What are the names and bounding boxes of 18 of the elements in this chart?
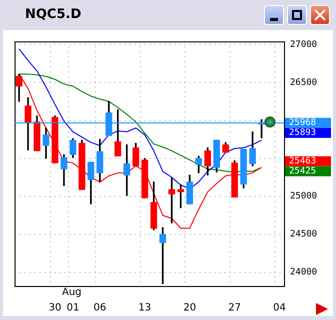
y-tick-label: 27000 <box>290 40 318 50</box>
ref-line-label: 25968 <box>289 118 316 128</box>
text: 25425 <box>289 166 316 177</box>
text: Aug <box>62 287 82 298</box>
y-tick-label: 26500 <box>290 78 318 88</box>
text: 25893 <box>289 128 316 138</box>
chart-title: NQC5.D <box>25 7 82 22</box>
x-tick-label: 20 <box>183 302 196 314</box>
y-tick-label: 24000 <box>290 268 318 278</box>
y-tick-label: 25000 <box>290 192 318 202</box>
x-tick-label: 01 <box>66 302 80 314</box>
x-tick-label: 13 <box>138 302 152 314</box>
x-tick-label: 04 <box>273 302 286 314</box>
y-tick-label: 24500 <box>290 230 318 240</box>
x-tick-label: 27 <box>228 302 241 314</box>
x-tick-label: 06 <box>94 302 106 314</box>
text: 25463 <box>289 156 316 167</box>
x-tick-label: 30 <box>48 302 62 314</box>
